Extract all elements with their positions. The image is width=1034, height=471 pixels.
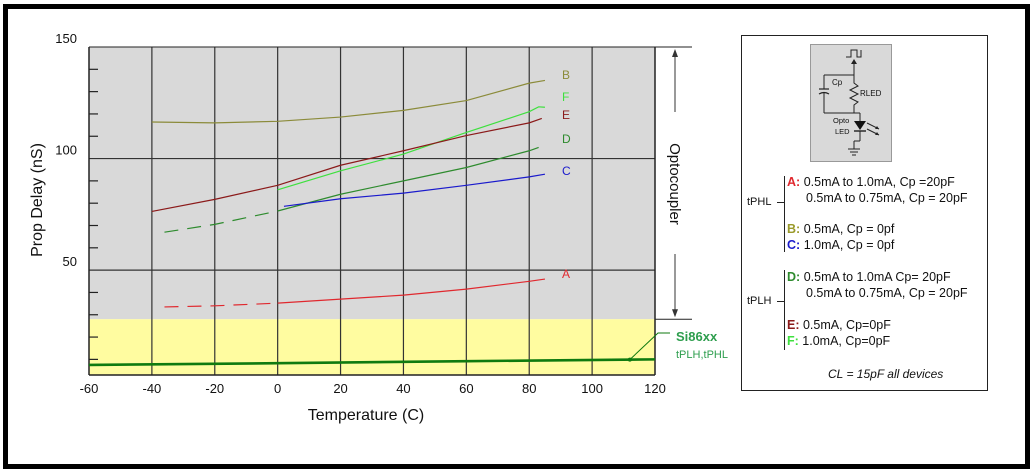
load-capacitance-note: CL = 15pF all devices — [828, 367, 944, 381]
legend-text-d-alt: 0.5mA to 0.75mA, Cp = 20pF — [806, 286, 968, 300]
legend-entry-d: D: 0.5mA to 1.0mA Cp= 20pF — [787, 270, 951, 284]
optocoupler-label: Optocoupler — [666, 143, 683, 225]
led-label: LED — [835, 127, 850, 136]
arrow-up-icon — [672, 49, 678, 57]
arrow-up-icon — [851, 59, 857, 64]
legend-text-d: 0.5mA to 1.0mA Cp= 20pF — [803, 270, 951, 284]
x-tick-label: -20 — [205, 381, 224, 396]
legend-key-c: C: — [787, 238, 801, 252]
y-tick-label: 50 — [63, 254, 77, 269]
si86xx-leader — [629, 332, 670, 360]
series-c — [283, 173, 546, 207]
circuit-schematic: Cp RLED Opto LED — [810, 44, 892, 162]
y-tick-label: 100 — [55, 143, 77, 158]
arrow-down-icon — [672, 309, 678, 318]
axes — [88, 46, 692, 376]
y-axis-label: Prop Delay (nS) — [29, 143, 46, 257]
legend-entry-d-alt: 0.5mA to 0.75mA, Cp = 20pF — [806, 286, 968, 300]
legend-key-a: A: — [787, 175, 801, 189]
tplh-label: tPLH — [747, 295, 772, 307]
tphl-bracket-tick — [777, 202, 784, 203]
schematic-drawing: Cp RLED Opto LED — [818, 49, 882, 156]
legend-entry-a-alt: 0.5mA to 0.75mA, Cp = 20pF — [806, 191, 968, 205]
tplh-bracket-tick — [777, 301, 784, 302]
series-label-d: D — [562, 132, 571, 146]
tplh-bracket — [784, 270, 785, 350]
x-tick-label: -40 — [142, 381, 161, 396]
legend-entry-a: A: 0.5mA to 1.0mA, Cp =20pF — [787, 175, 955, 189]
x-tick-label: 40 — [396, 381, 410, 396]
legend-key-d: D: — [787, 270, 801, 284]
legend-entry-f: F: 1.0mA, Cp=0pF — [787, 334, 890, 348]
si86xx-sublabel: tPLH,tPHL — [676, 349, 728, 361]
legend-entry-b: B: 0.5mA, Cp = 0pf — [787, 222, 894, 236]
series-label-a: A — [562, 267, 570, 281]
legend-panel: Cp RLED Opto LED tPHL A: 0.5mA to 1.0mA,… — [741, 35, 988, 391]
legend-key-f: F: — [787, 334, 799, 348]
series-label-f: F — [562, 90, 569, 104]
legend-key-e: E: — [787, 318, 800, 332]
rled-label: RLED — [860, 89, 882, 98]
series-a — [277, 278, 546, 304]
series-d — [277, 146, 539, 212]
series-group — [88, 79, 656, 367]
led-icon — [854, 121, 866, 130]
cp-label: Cp — [832, 78, 843, 87]
series-si86xx — [88, 358, 656, 367]
legend-entry-e: E: 0.5mA, Cp=0pF — [787, 318, 891, 332]
series-e — [151, 117, 543, 213]
legend-text-f: 1.0mA, Cp=0pF — [802, 334, 891, 348]
x-tick-label: -60 — [80, 381, 99, 396]
plot-background — [89, 47, 655, 375]
x-tick-label: 20 — [333, 381, 347, 396]
tphl-label: tPHL — [747, 196, 772, 208]
series-label-e: E — [562, 108, 570, 122]
pulse-icon — [846, 49, 862, 58]
opto-label: Opto — [833, 116, 849, 125]
legend-text-b: 0.5mA, Cp = 0pf — [803, 222, 895, 236]
legend-text-e: 0.5mA, Cp=0pF — [802, 318, 891, 332]
x-tick-label: 0 — [274, 381, 281, 396]
region-si86xx — [89, 319, 655, 375]
x-tick-label: 120 — [644, 381, 666, 396]
x-tick-label: 100 — [581, 381, 603, 396]
x-axis-label: Temperature (C) — [308, 407, 424, 424]
y-tick-label: 150 — [55, 31, 77, 46]
legend-text-a-alt: 0.5mA to 0.75mA, Cp = 20pF — [806, 191, 968, 205]
legend-entry-c: C: 1.0mA, Cp = 0pf — [787, 238, 894, 252]
legend-text-a: 0.5mA to 1.0mA, Cp =20pF — [803, 175, 955, 189]
legend-key-b: B: — [787, 222, 801, 236]
tphl-bracket — [784, 176, 785, 252]
resistor-icon — [848, 75, 860, 113]
legend-text-c: 1.0mA, Cp = 0pf — [803, 238, 895, 252]
x-tick-label: 80 — [522, 381, 536, 396]
region-optocoupler — [89, 47, 655, 320]
series-label-c: C — [562, 164, 571, 178]
si86xx-label: Si86xx — [676, 329, 718, 344]
series-label-b: B — [562, 68, 570, 82]
x-tick-label: 60 — [459, 381, 473, 396]
series-b — [151, 79, 546, 124]
